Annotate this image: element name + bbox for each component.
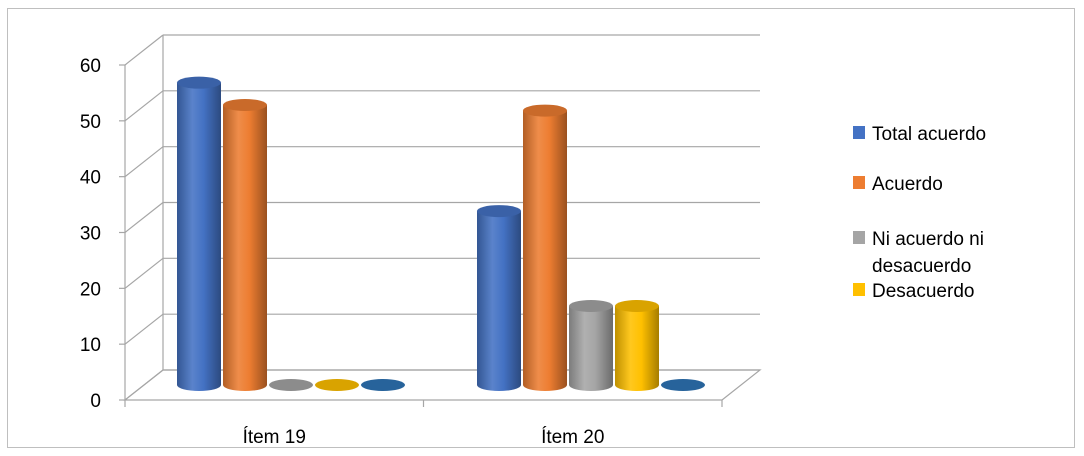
legend-label: Total acuerdo <box>872 124 986 145</box>
legend-swatch <box>853 126 865 139</box>
bar-top <box>569 300 613 312</box>
side-gridline <box>124 90 164 122</box>
side-gridline <box>124 34 164 66</box>
bar <box>477 211 521 391</box>
bar <box>361 379 405 391</box>
legend-swatch <box>853 176 865 189</box>
y-tick-label: 30 <box>80 224 101 245</box>
side-gridline <box>124 202 164 233</box>
x-tick-label: Ítem 19 <box>243 427 306 448</box>
bar <box>569 306 613 391</box>
legend-label: Desacuerdo <box>872 281 974 302</box>
legend-label: Acuerdo <box>872 174 943 195</box>
side-gridline <box>124 313 164 345</box>
bar <box>615 306 659 391</box>
y-tick-label: 60 <box>80 56 101 77</box>
bar <box>269 379 313 391</box>
bar-top <box>177 76 221 89</box>
y-tick-label: 0 <box>90 391 101 412</box>
chart-floor <box>123 369 762 401</box>
bar <box>661 379 705 391</box>
y-tick-label: 50 <box>80 112 101 133</box>
side-gridline <box>124 257 164 289</box>
y-tick-label: 20 <box>80 279 101 300</box>
bar-top <box>523 104 567 117</box>
legend-label: Ni acuerdo ni desacuerdo <box>872 229 984 277</box>
bar <box>177 82 221 392</box>
legend-swatch <box>853 283 865 296</box>
y-tick-label: 10 <box>80 335 101 356</box>
bar-top <box>223 99 267 111</box>
side-gridline <box>124 146 164 178</box>
bar-top <box>477 205 521 218</box>
bar <box>315 379 359 391</box>
x-tick-label: Ítem 20 <box>541 427 604 448</box>
chart-frame <box>7 8 1075 448</box>
legend-swatch <box>853 231 865 244</box>
bar-top <box>615 300 659 312</box>
bar <box>523 110 567 391</box>
y-tick-label: 40 <box>80 168 101 189</box>
bar <box>223 105 267 391</box>
